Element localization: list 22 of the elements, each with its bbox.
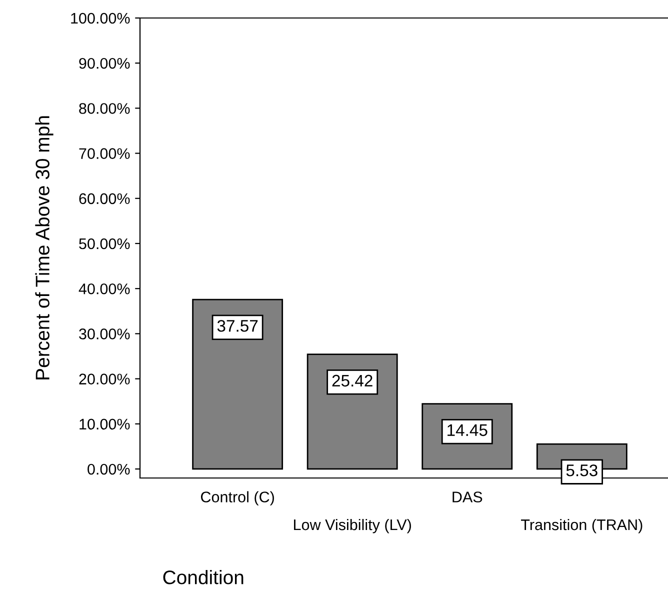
y-tick-label: 90.00% (79, 58, 130, 69)
y-tick-label: 100.00% (71, 12, 130, 24)
y-tick-label: 0.00% (88, 464, 130, 475)
x-tick-label: Low Visibility (LV) (294, 518, 411, 534)
data-label: 25.42 (332, 374, 372, 387)
data-label: 37.57 (217, 320, 258, 332)
y-tick-label: 60.00% (79, 193, 130, 204)
x-tick-label: DAS (452, 492, 482, 502)
y-tick-label: 40.00% (78, 283, 130, 294)
y-tick-label: 30.00% (79, 328, 130, 340)
x-tick-label: Transition (TRAN) (521, 518, 642, 534)
data-label: 5.53 (566, 464, 598, 476)
y-tick-label: 50.00% (79, 238, 130, 250)
x-axis-title: Condition (163, 570, 244, 584)
y-tick-label: 20.00% (79, 374, 130, 384)
data-label: 14.45 (448, 424, 488, 436)
x-tick-label: Control (C) (200, 491, 274, 506)
bar (192, 298, 284, 470)
y-tick-label: 10.00% (80, 418, 130, 430)
y-tick-label: 70.00% (79, 148, 130, 159)
y-axis-title: Percent of Time Above 30 mph (35, 116, 54, 380)
y-tick-label: 80.00% (79, 103, 130, 114)
